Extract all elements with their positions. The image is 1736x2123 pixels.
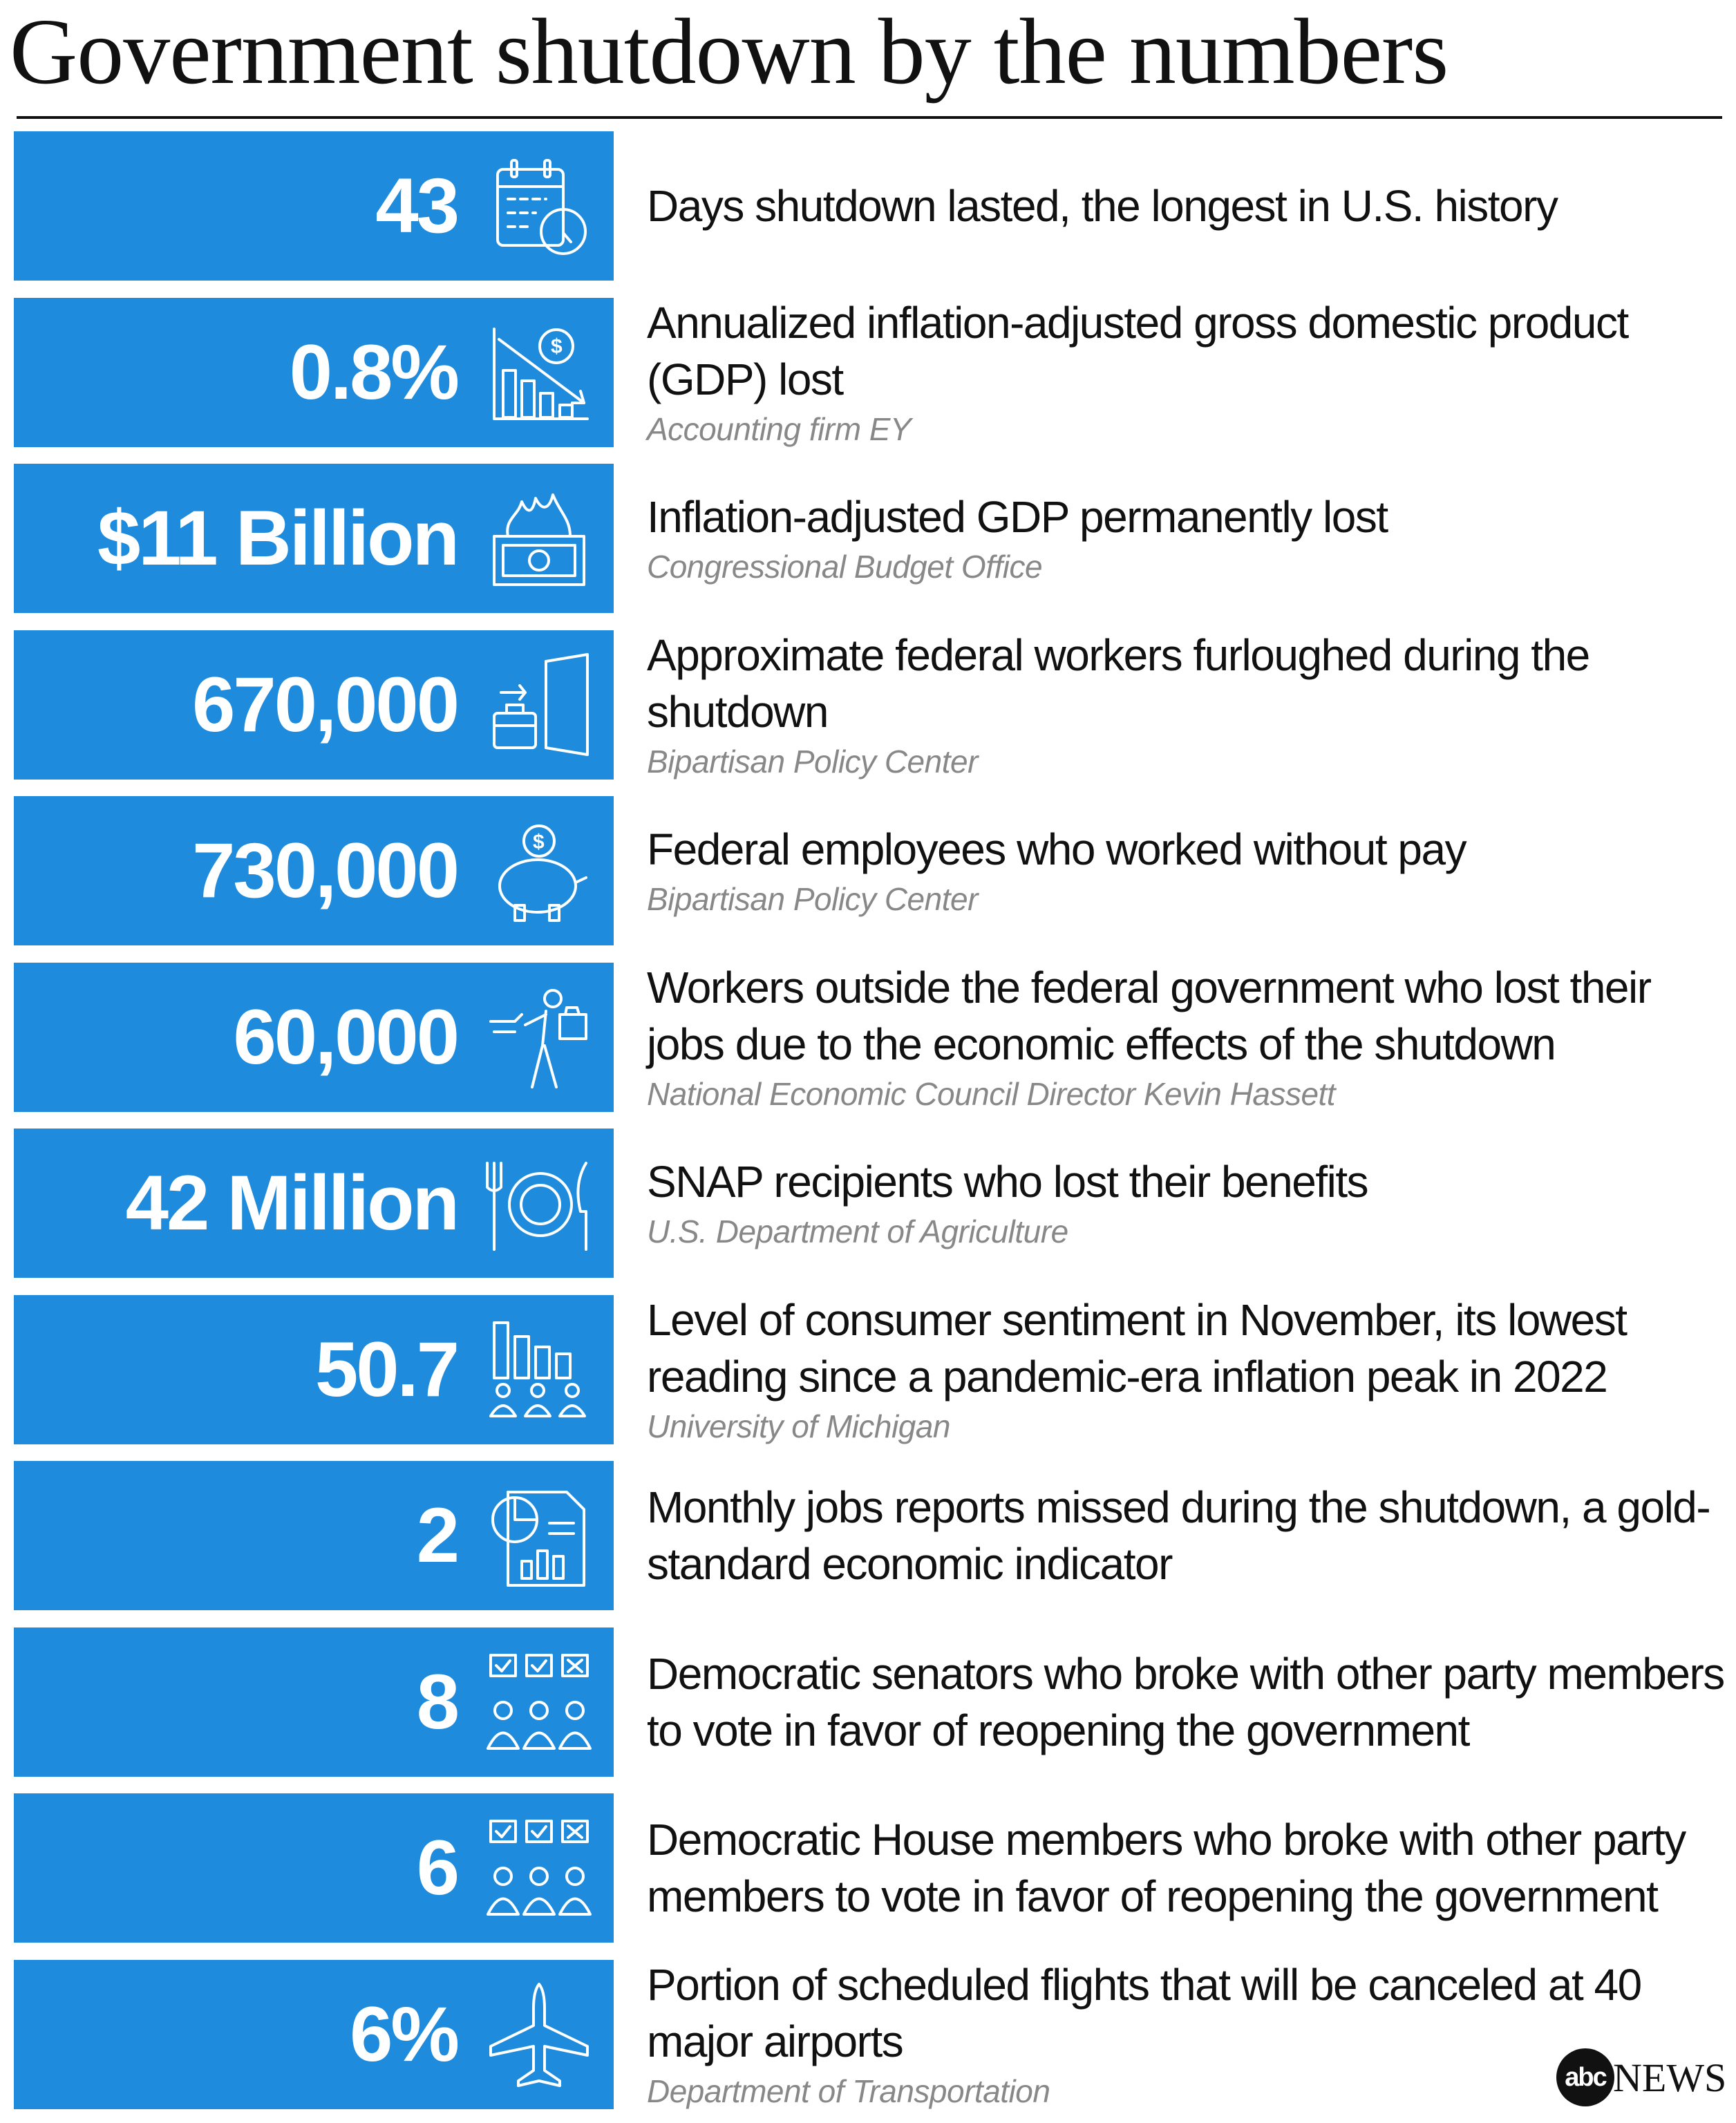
svg-text:$: $: [533, 831, 545, 853]
calendar-clock-icon: [484, 152, 594, 263]
stat-value: 670,000: [192, 661, 460, 748]
stat-value-box: 50.7: [14, 1294, 614, 1444]
stat-value: 42 Million: [125, 1160, 460, 1246]
stat-row: 730,000 $ Federal employees who worked w…: [14, 796, 1728, 945]
stat-text: Days shutdown lasted, the longest in U.S…: [647, 131, 1732, 281]
stat-text: Portion of scheduled flights that will b…: [647, 1960, 1732, 2109]
briefcase-door-icon: [484, 651, 594, 762]
stat-text: Annualized inflation-adjusted gross dome…: [647, 298, 1732, 447]
stat-description: Days shutdown lasted, the longest in U.S…: [647, 181, 1558, 231]
stat-text: Workers outside the federal government w…: [647, 963, 1732, 1112]
stat-value-box: $11 Billion: [14, 464, 614, 613]
stat-text: Federal employees who worked without pay…: [647, 796, 1732, 945]
stat-row: 0.8% $ Annualized inflation-adjusted gro…: [14, 297, 1728, 447]
news-wordmark: NEWS: [1613, 2055, 1727, 2100]
stat-value-box: 6%: [14, 1959, 614, 2109]
abc-news-logo: abc NEWS: [1556, 2048, 1726, 2106]
stat-source: Bipartisan Policy Center: [647, 881, 978, 917]
stat-source: National Economic Council Director Kevin…: [647, 1075, 1336, 1112]
stat-value: 6%: [350, 1990, 460, 2077]
stat-text: Monthly jobs reports missed during the s…: [647, 1461, 1732, 1610]
stat-value-box: 0.8% $: [14, 297, 614, 447]
stat-row: 670,000 Approximate federal workers furl…: [14, 630, 1728, 780]
stat-value-box: 2: [14, 1461, 614, 1610]
stat-value: 0.8%: [289, 328, 460, 415]
abc-logo-circle: abc: [1556, 2048, 1614, 2106]
voters-icon: [484, 1814, 594, 1925]
stat-description: Inflation-adjusted GDP permanently lost: [647, 492, 1388, 542]
fired-worker-icon: [484, 983, 594, 1094]
plate-utensils-icon: [484, 1149, 594, 1260]
stat-row: 2 Monthly jobs reports missed during the…: [14, 1461, 1728, 1610]
stat-row: 43 Days shutdown lasted, the longest in …: [14, 131, 1728, 281]
stat-description: Democratic House members who broke with …: [647, 1815, 1686, 1921]
stat-value-box: 43: [14, 131, 614, 281]
stat-value: 50.7: [315, 1325, 460, 1413]
stat-description: SNAP recipients who lost their benefits: [647, 1157, 1369, 1207]
stat-description: Portion of scheduled flights that will b…: [647, 1959, 1642, 2066]
stat-value-box: 60,000: [14, 962, 614, 1112]
stat-row: 50.7 Level of consumer sentiment in Nove…: [14, 1294, 1728, 1444]
svg-text:$: $: [551, 335, 563, 358]
stat-source: Congressional Budget Office: [647, 549, 1043, 585]
stat-source: Department of Transportation: [647, 2073, 1050, 2109]
stat-description: Level of consumer sentiment in November,…: [647, 1294, 1628, 1402]
title-divider: [17, 116, 1722, 119]
stat-value-box: 730,000 $: [14, 796, 614, 945]
stat-text: Approximate federal workers furloughed d…: [647, 630, 1732, 780]
stat-value: 6: [416, 1824, 460, 1911]
declining-chart-dollar-icon: $: [484, 319, 594, 429]
stat-value-box: 6: [14, 1793, 614, 1943]
stat-row: $11 Billion Inflation-adjusted GDP perma…: [14, 464, 1728, 613]
stat-row: 60,000 Workers outside the federal gover…: [14, 962, 1728, 1112]
stat-text: SNAP recipients who lost their benefits …: [647, 1129, 1732, 1278]
stat-value-box: 8: [14, 1627, 614, 1777]
stat-value: $11 Billion: [97, 495, 460, 581]
stat-value-box: 42 Million: [14, 1129, 614, 1278]
stat-description: Workers outside the federal government w…: [647, 962, 1652, 1069]
stat-value: 730,000: [192, 827, 460, 914]
stat-source: University of Michigan: [647, 1408, 950, 1444]
stat-description: Federal employees who worked without pay: [647, 824, 1467, 874]
stat-description: Democratic senators who broke with other…: [647, 1648, 1725, 1755]
stat-text: Inflation-adjusted GDP permanently lost …: [647, 464, 1732, 613]
stat-text: Democratic House members who broke with …: [647, 1793, 1732, 1943]
burning-money-icon: [484, 484, 594, 595]
people-chart-icon: [484, 1316, 594, 1426]
stat-row: 6% Portion of scheduled flights that wil…: [14, 1959, 1728, 2109]
stat-source: Accounting firm EY: [647, 411, 912, 447]
stat-value: 43: [375, 162, 460, 249]
stat-description: Approximate federal workers furloughed d…: [647, 630, 1590, 737]
stat-row: 8 Democratic senators who broke with oth…: [14, 1627, 1728, 1777]
stat-value-box: 670,000: [14, 630, 614, 780]
stat-description: Annualized inflation-adjusted gross dome…: [647, 297, 1629, 404]
airplane-icon: [484, 1981, 594, 2091]
stat-source: Bipartisan Policy Center: [647, 743, 978, 780]
page-title: Government shutdown by the numbers: [10, 0, 1449, 104]
stat-text: Democratic senators who broke with other…: [647, 1627, 1732, 1777]
stat-value: 2: [416, 1492, 460, 1578]
voters-icon: [484, 1648, 594, 1759]
piggy-bank-icon: $: [484, 817, 594, 927]
stat-row: 42 Million SNAP recipients who lost thei…: [14, 1129, 1728, 1278]
stat-text: Level of consumer sentiment in November,…: [647, 1295, 1732, 1444]
stat-row: 6 Democratic House members who broke wit…: [14, 1793, 1728, 1943]
stat-source: U.S. Department of Agriculture: [647, 1214, 1068, 1249]
stat-value: 8: [416, 1658, 460, 1745]
report-chart-icon: [484, 1482, 594, 1592]
stat-value: 60,000: [233, 993, 460, 1080]
stat-description: Monthly jobs reports missed during the s…: [647, 1482, 1711, 1589]
